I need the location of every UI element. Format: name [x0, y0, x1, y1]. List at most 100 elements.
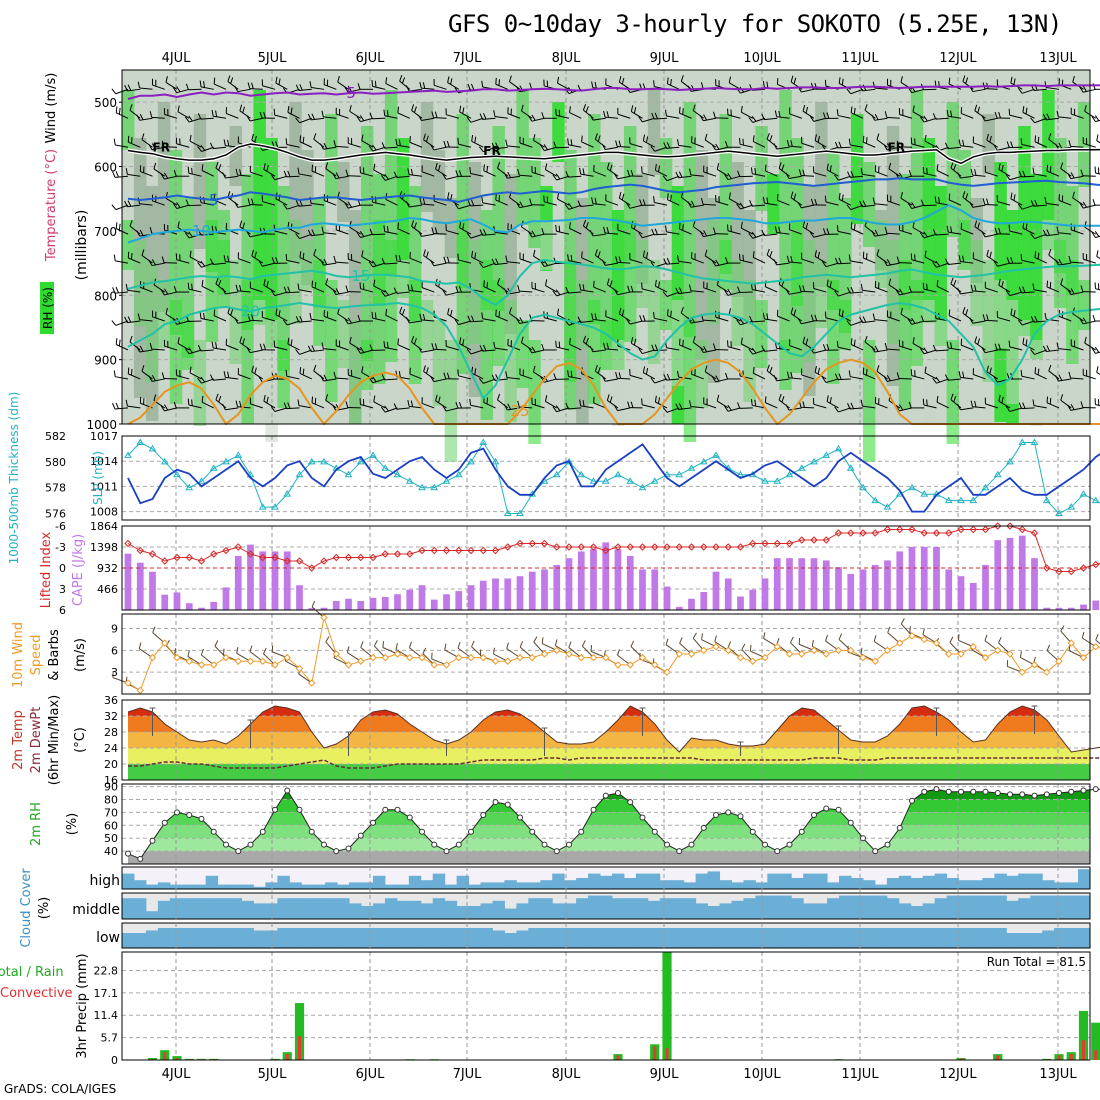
wind-barb-feather: [591, 313, 594, 320]
wind-barb-feather: [864, 104, 868, 111]
wind-barb-feather: [1070, 172, 1075, 179]
li-point: [295, 557, 304, 565]
wind-barb-feather: [594, 249, 598, 256]
wind-speed-point: [369, 653, 377, 662]
freezing-label: FR: [888, 141, 905, 155]
wind-barb-feather: [112, 287, 116, 294]
wind-barb: [592, 203, 606, 206]
cloud-high-bar: [659, 880, 673, 889]
wind-barb-feather: [347, 201, 352, 208]
wind-barb-feather: [1010, 141, 1014, 148]
thickness-point: [209, 464, 218, 471]
wind-barb-feather: [1037, 368, 1040, 375]
wind-barb-feather: [254, 135, 257, 143]
wind-barb: [337, 81, 349, 90]
wind-barb-feather: [1046, 229, 1051, 236]
wind-barb-feather: [227, 255, 230, 263]
wind-barb-feather: [1080, 401, 1084, 408]
rh-patch: [707, 220, 721, 324]
cloud-high-bar: [1078, 869, 1091, 889]
thickness-point: [369, 451, 377, 458]
wind-barb: [151, 348, 165, 351]
cloud-low-bar: [1078, 928, 1091, 948]
wind-barb-feather: [486, 397, 489, 404]
wind-barb-feather: [662, 175, 668, 181]
wind-barb-feather: [431, 343, 434, 350]
wind-barb: [740, 204, 753, 210]
li-point: [651, 543, 659, 551]
wind-barb: [753, 256, 766, 264]
wind-barb: [556, 291, 570, 297]
wind-barb: [347, 320, 361, 325]
wind-barb: [311, 402, 325, 409]
wind-speed-point: [994, 646, 1002, 655]
wind-barb: [176, 143, 190, 148]
wind-barb-feather: [503, 288, 508, 295]
wind-barb-feather: [594, 313, 597, 320]
li-point: [614, 543, 622, 551]
cloud-middle-bar: [289, 898, 302, 919]
wind-barb-feather: [711, 376, 717, 383]
thickness-point: [1006, 457, 1014, 465]
wind-barb-feather: [320, 143, 324, 150]
rh-point: [725, 809, 732, 816]
rh-patch: [683, 320, 697, 442]
cloud-high-bar: [934, 873, 948, 889]
wind-barb-feather: [766, 197, 769, 204]
cape-bar: [541, 569, 548, 610]
wind-barb-feather: [235, 168, 239, 176]
wind-barb-feather: [932, 377, 937, 384]
wind-barb-feather: [1058, 142, 1063, 149]
wind-barb-feather: [750, 399, 753, 406]
wind-barb: [595, 370, 607, 380]
wind-barb-feather: [836, 225, 839, 232]
wind-barb: [850, 407, 864, 410]
wind-barb-feather: [986, 365, 989, 372]
wind-barb: [629, 320, 643, 325]
wind-barb-feather: [197, 113, 202, 120]
wind-barb-feather: [227, 139, 230, 147]
cloud-low-bar: [970, 928, 983, 948]
cloud-high-bar: [779, 873, 792, 889]
wind10m-barb: [838, 639, 852, 651]
wind-barb-feather: [597, 251, 601, 258]
wind-barb: [494, 262, 508, 266]
wind-barb-feather: [1025, 339, 1028, 346]
wind-barb-feather: [1079, 202, 1084, 209]
wind-barb: [385, 407, 398, 413]
wind-barb: [263, 400, 276, 409]
wind-barb: [997, 316, 1011, 322]
wind-barb: [262, 316, 276, 322]
wind-barb: [642, 349, 655, 355]
wind-barb: [1034, 257, 1047, 264]
wind-barb-feather: [165, 307, 168, 315]
wind-barb-feather: [1022, 170, 1026, 177]
li-tick-label: 0: [59, 562, 66, 575]
cloud-middle-bar: [301, 898, 314, 919]
wind-barb: [595, 139, 607, 148]
wind-barb-feather: [124, 84, 128, 92]
cape-bar: [528, 571, 536, 610]
wind-speed-point: [540, 650, 549, 658]
rh-point: [419, 828, 425, 835]
top-day-label-8JUL: 8JUL: [552, 51, 582, 66]
wind-barb: [568, 204, 582, 210]
wind-barb-feather: [740, 221, 743, 229]
wind-barb-feather: [699, 346, 704, 353]
li-point: [761, 539, 769, 548]
wind-barb-feather: [309, 81, 312, 88]
wind-barb: [483, 286, 496, 293]
wind-barb: [874, 319, 888, 322]
wind-barb-feather: [251, 249, 254, 257]
wind-barb: [323, 315, 337, 322]
wind-barb: [227, 81, 239, 90]
wind-barb: [838, 175, 851, 181]
wind-barb-feather: [129, 219, 133, 227]
precip-total-bar: [294, 1003, 305, 1060]
wind-barb-feather: [773, 143, 778, 150]
wind-barb: [435, 400, 447, 409]
wind-barb: [409, 204, 423, 208]
wind-barb: [458, 375, 472, 380]
li-point: [210, 550, 218, 558]
top-day-label-11JUL: 11JUL: [841, 51, 879, 66]
